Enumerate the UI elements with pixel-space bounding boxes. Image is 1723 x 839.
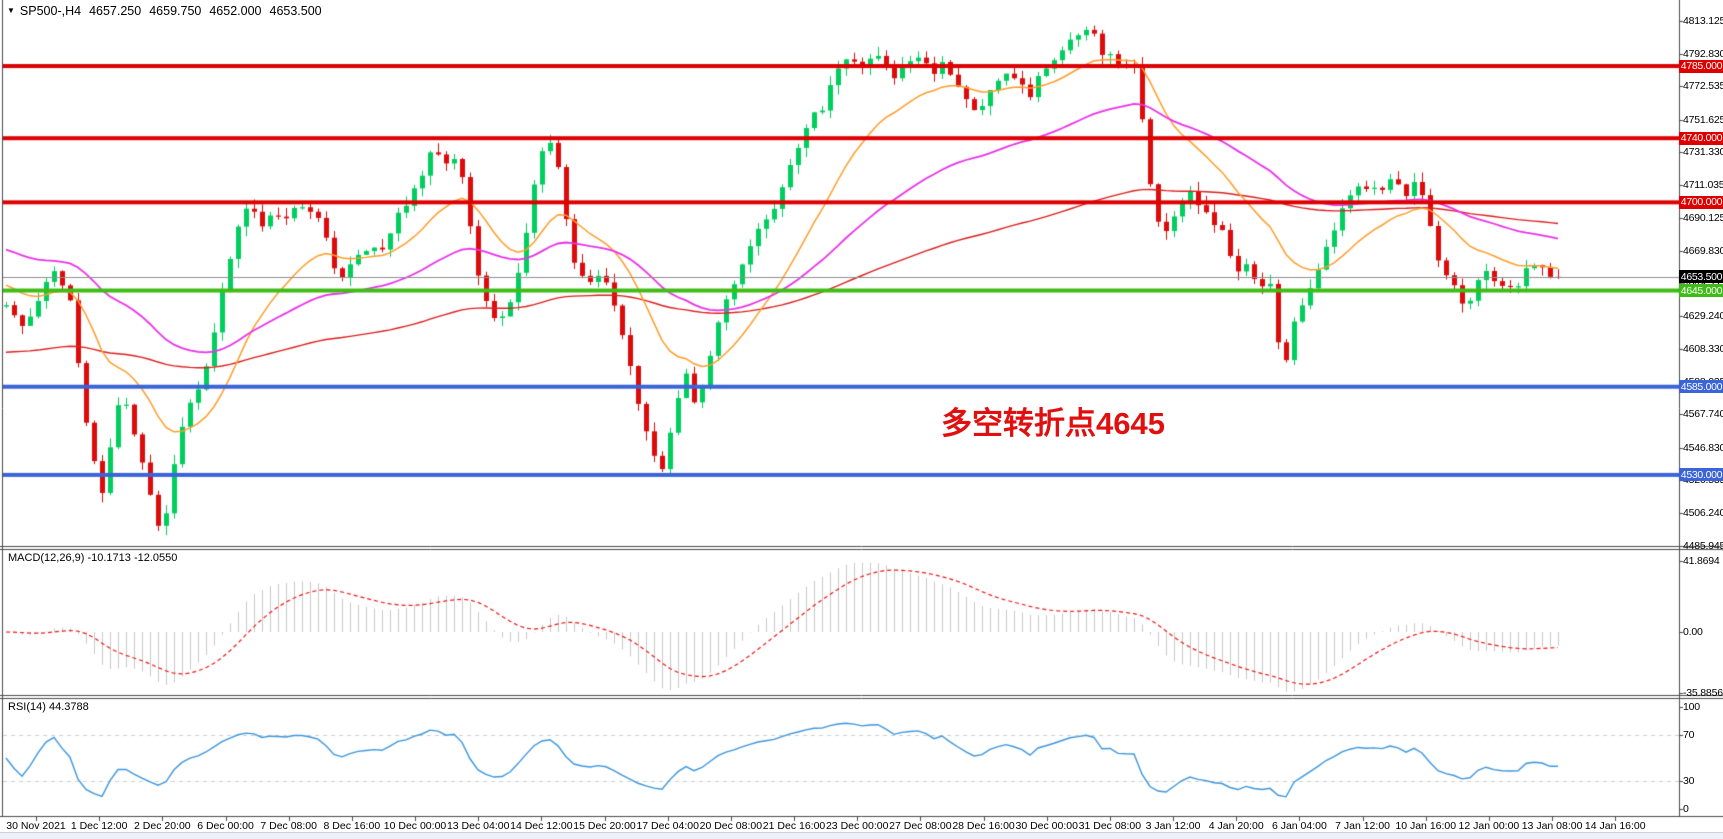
trading-chart-window: ▼ SP500-,H4 4657.250 4659.750 4652.000 4653.5… [0, 0, 1723, 839]
chart-canvas[interactable] [0, 0, 1723, 838]
